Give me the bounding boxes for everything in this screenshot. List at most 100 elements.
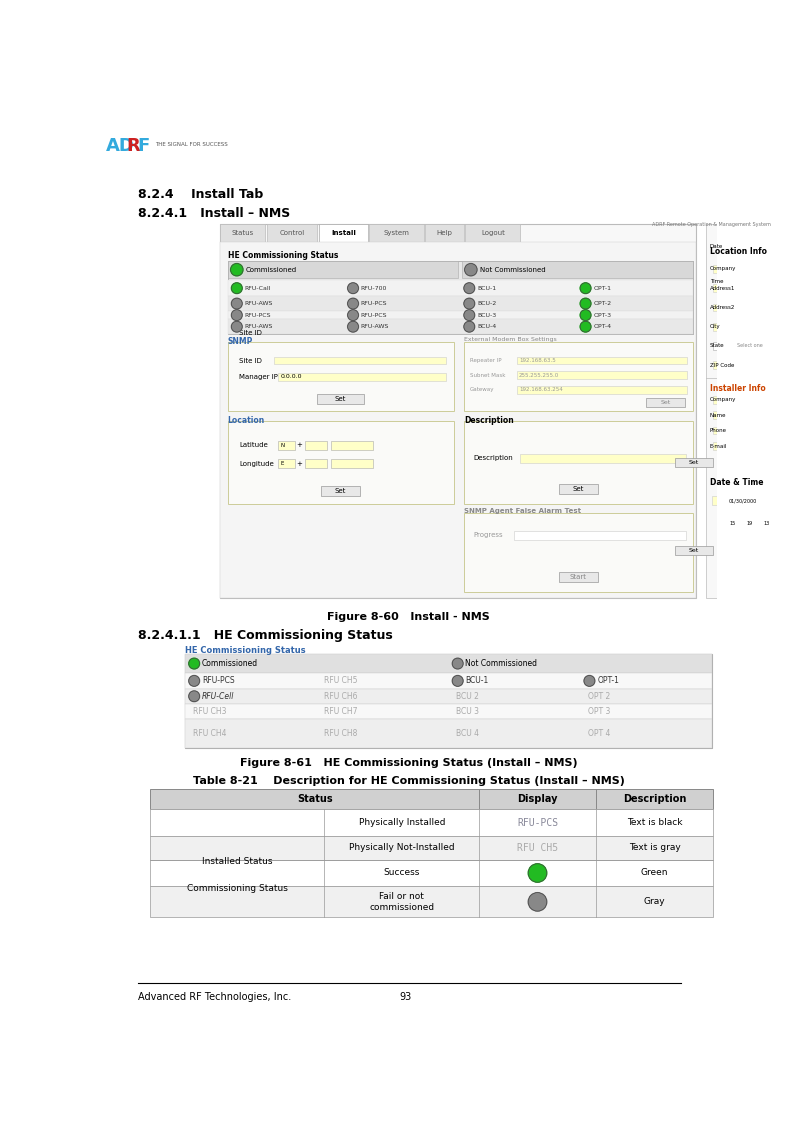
- FancyBboxPatch shape: [675, 458, 713, 467]
- Text: Date: Date: [709, 244, 723, 250]
- FancyBboxPatch shape: [705, 224, 717, 597]
- Text: Figure 8-61   HE Commissioning Status (Install – NMS): Figure 8-61 HE Commissioning Status (Ins…: [240, 758, 577, 768]
- Text: Not Commissioned: Not Commissioned: [480, 267, 546, 273]
- FancyBboxPatch shape: [520, 454, 686, 463]
- FancyBboxPatch shape: [220, 242, 697, 597]
- Text: Company: Company: [709, 267, 736, 271]
- Text: F: F: [138, 137, 150, 155]
- Circle shape: [580, 310, 591, 320]
- Text: E: E: [281, 461, 285, 466]
- FancyBboxPatch shape: [227, 319, 693, 335]
- Circle shape: [231, 283, 242, 294]
- FancyBboxPatch shape: [227, 342, 453, 412]
- FancyBboxPatch shape: [712, 497, 728, 506]
- FancyBboxPatch shape: [150, 837, 713, 860]
- Text: RFU-PCS: RFU-PCS: [245, 312, 271, 318]
- Text: RFU CH4: RFU CH4: [193, 729, 226, 739]
- Text: AD: AD: [106, 137, 135, 155]
- Circle shape: [580, 283, 591, 294]
- Text: Set: Set: [572, 486, 584, 492]
- Text: 19: 19: [747, 521, 753, 526]
- Text: Logout: Logout: [481, 230, 505, 236]
- FancyBboxPatch shape: [319, 224, 367, 242]
- Text: Advanced RF Technologies, Inc.: Advanced RF Technologies, Inc.: [139, 992, 292, 1002]
- Text: Name: Name: [709, 413, 726, 417]
- FancyBboxPatch shape: [150, 788, 713, 810]
- Text: RFU CH6: RFU CH6: [324, 692, 358, 701]
- Text: R: R: [127, 137, 140, 155]
- FancyBboxPatch shape: [465, 224, 520, 242]
- FancyBboxPatch shape: [713, 284, 735, 292]
- Text: BCU-1: BCU-1: [465, 676, 489, 685]
- FancyBboxPatch shape: [559, 484, 598, 494]
- FancyBboxPatch shape: [227, 311, 693, 319]
- Circle shape: [452, 658, 463, 668]
- Text: Status: Status: [296, 794, 332, 804]
- Circle shape: [464, 283, 475, 294]
- Text: BCU 4: BCU 4: [456, 729, 479, 739]
- Text: RFU-AWS: RFU-AWS: [245, 325, 273, 329]
- FancyBboxPatch shape: [713, 322, 735, 330]
- FancyBboxPatch shape: [227, 280, 693, 296]
- FancyBboxPatch shape: [464, 342, 693, 412]
- Text: State: State: [709, 344, 724, 348]
- Text: RFU-AWS: RFU-AWS: [245, 301, 273, 307]
- Text: Start: Start: [570, 575, 587, 580]
- Text: OPT 4: OPT 4: [588, 729, 611, 739]
- Circle shape: [465, 264, 477, 276]
- FancyBboxPatch shape: [713, 361, 735, 369]
- Circle shape: [580, 299, 591, 309]
- Text: Fail or not
commissioned: Fail or not commissioned: [369, 892, 434, 912]
- FancyBboxPatch shape: [369, 224, 423, 242]
- Text: 8.2.4    Install Tab: 8.2.4 Install Tab: [139, 188, 264, 201]
- FancyBboxPatch shape: [185, 654, 712, 673]
- FancyBboxPatch shape: [713, 303, 735, 311]
- Text: RFU-PCS: RFU-PCS: [517, 818, 558, 828]
- Circle shape: [230, 264, 243, 276]
- Circle shape: [347, 321, 359, 333]
- Text: Not Commissioned: Not Commissioned: [465, 659, 537, 668]
- Text: Text is gray: Text is gray: [629, 844, 681, 853]
- FancyBboxPatch shape: [761, 519, 775, 528]
- FancyBboxPatch shape: [713, 442, 735, 450]
- FancyBboxPatch shape: [220, 224, 265, 242]
- Text: Set: Set: [660, 400, 670, 405]
- Text: RFU CH3: RFU CH3: [193, 707, 226, 716]
- Text: Description: Description: [622, 794, 686, 804]
- FancyBboxPatch shape: [516, 356, 687, 364]
- FancyBboxPatch shape: [321, 486, 360, 497]
- FancyBboxPatch shape: [516, 386, 687, 394]
- FancyBboxPatch shape: [559, 572, 598, 582]
- Text: Subnet Mask: Subnet Mask: [470, 373, 505, 378]
- Text: N: N: [281, 442, 285, 448]
- FancyBboxPatch shape: [331, 459, 373, 468]
- FancyBboxPatch shape: [713, 426, 735, 434]
- Circle shape: [347, 310, 359, 320]
- Text: 01/30/2000: 01/30/2000: [729, 498, 757, 503]
- Text: Gray: Gray: [644, 897, 665, 906]
- FancyBboxPatch shape: [425, 224, 464, 242]
- Text: Physically Not-Installed: Physically Not-Installed: [349, 844, 454, 853]
- Text: RFU-PCS: RFU-PCS: [202, 676, 234, 685]
- Text: ZIP Code: ZIP Code: [709, 363, 734, 368]
- Text: Control: Control: [280, 230, 304, 236]
- Text: Description: Description: [473, 456, 513, 461]
- Text: Table 8-21    Description for HE Commissioning Status (Install – NMS): Table 8-21 Description for HE Commission…: [193, 776, 624, 786]
- Text: Physically Installed: Physically Installed: [359, 819, 446, 828]
- Text: Commissioning Status: Commissioning Status: [186, 884, 288, 892]
- FancyBboxPatch shape: [514, 530, 686, 539]
- FancyBboxPatch shape: [305, 459, 327, 468]
- Text: Display: Display: [517, 794, 558, 804]
- FancyBboxPatch shape: [185, 719, 712, 748]
- Text: RFU CH7: RFU CH7: [324, 707, 358, 716]
- Circle shape: [464, 299, 475, 309]
- FancyBboxPatch shape: [220, 224, 697, 597]
- Text: Green: Green: [641, 869, 668, 878]
- Text: BCU-1: BCU-1: [477, 286, 497, 291]
- Text: OPT 3: OPT 3: [588, 707, 611, 716]
- Text: 15: 15: [730, 521, 736, 526]
- Text: OPT 2: OPT 2: [588, 692, 611, 701]
- Text: OPT-1: OPT-1: [593, 286, 611, 291]
- Circle shape: [231, 321, 242, 333]
- FancyBboxPatch shape: [675, 546, 713, 555]
